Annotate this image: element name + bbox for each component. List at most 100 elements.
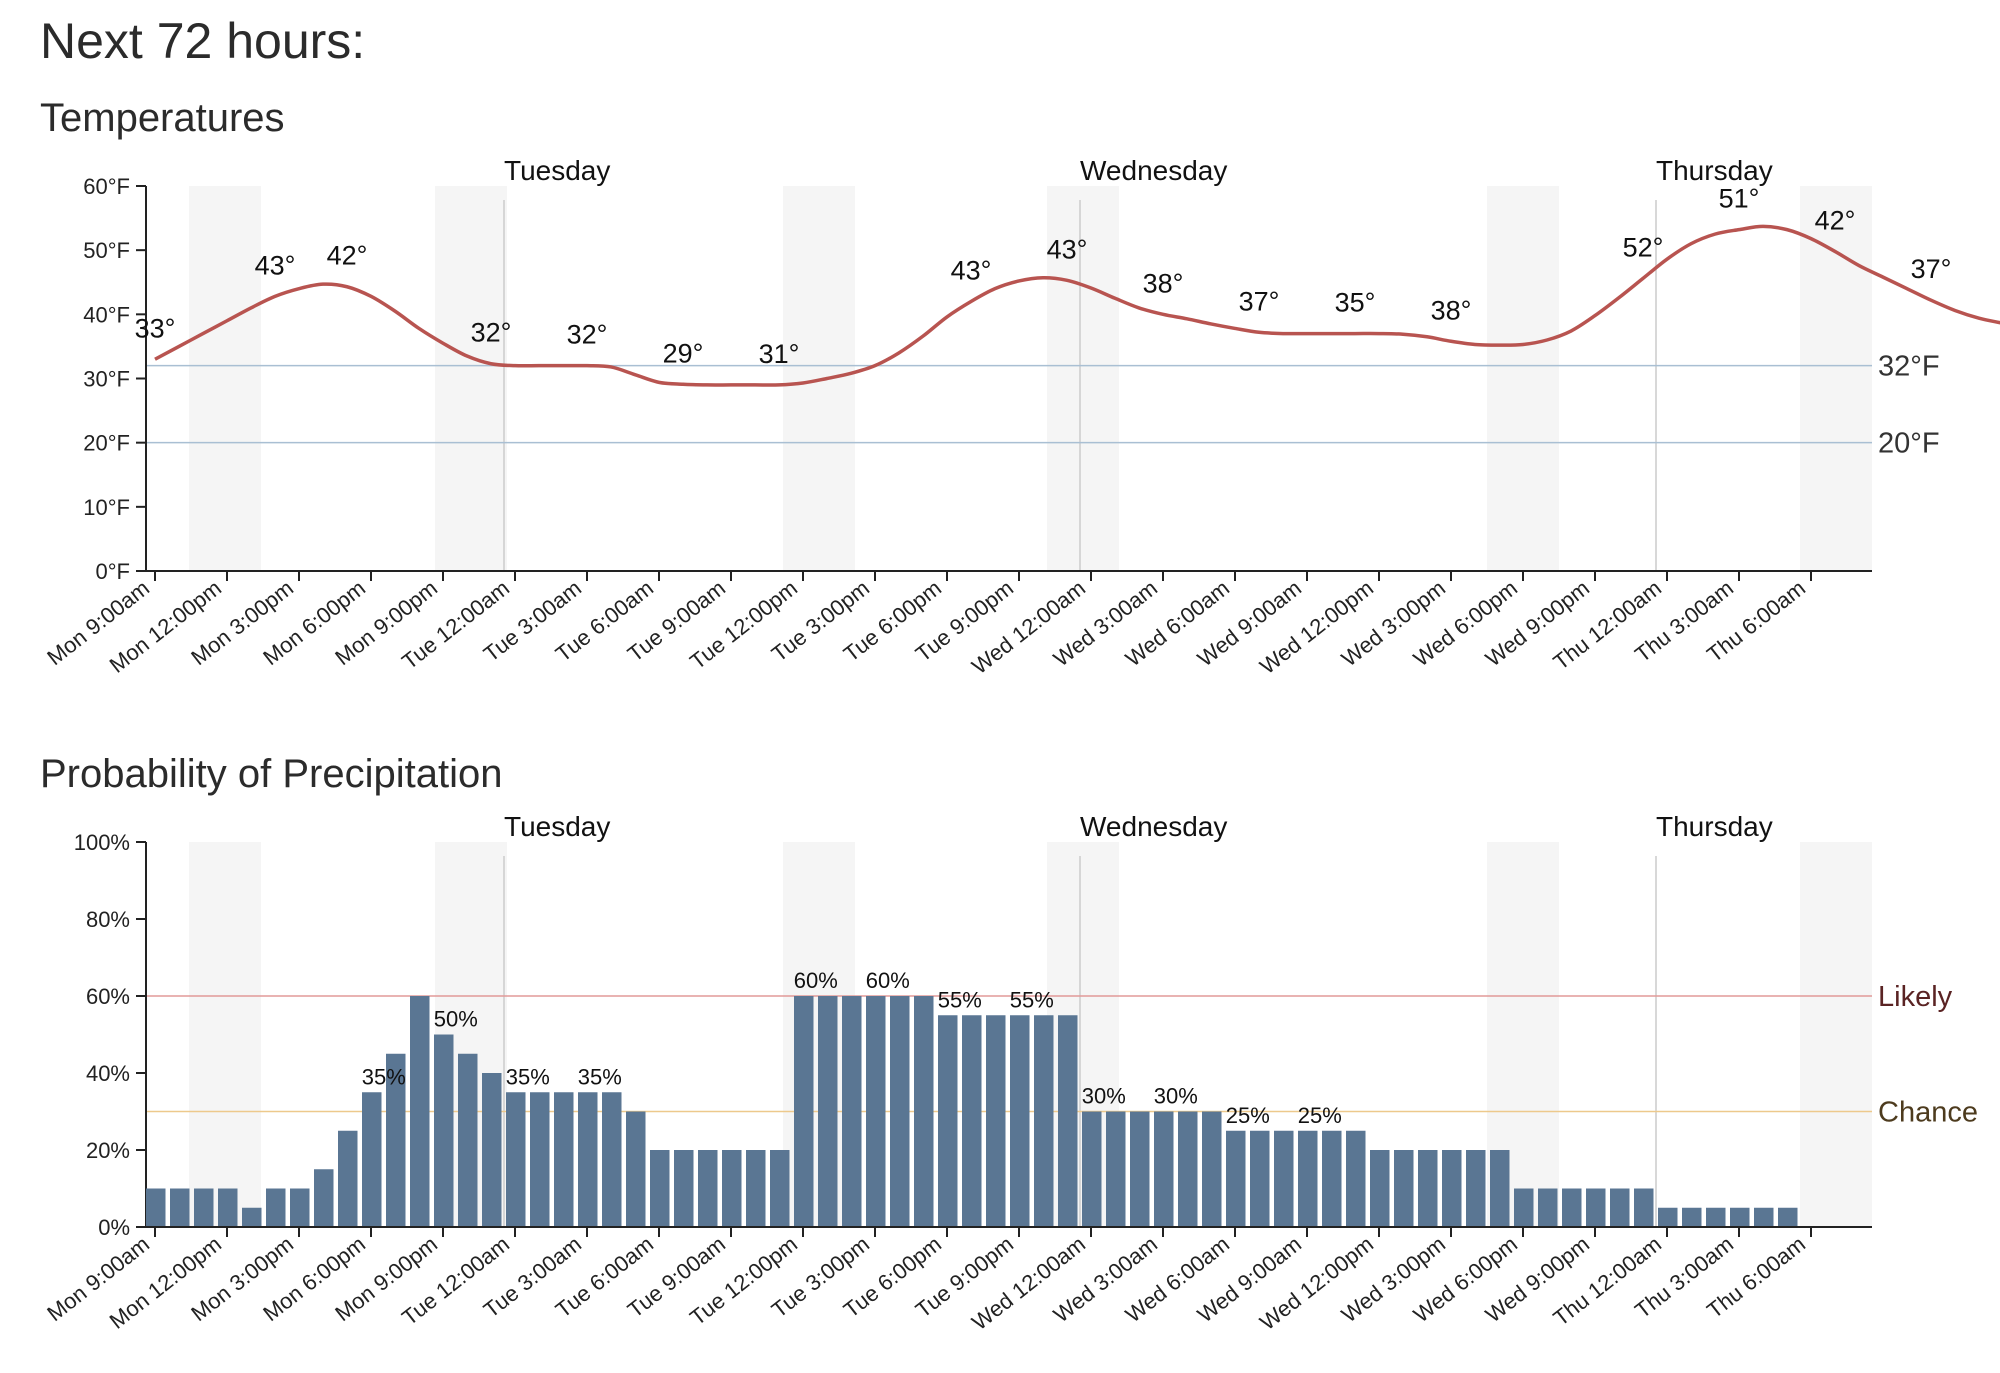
night-band	[189, 842, 261, 1227]
precipitation-bar	[1562, 1188, 1582, 1227]
day-label: Tuesday	[504, 815, 610, 842]
precipitation-bar	[578, 1092, 598, 1227]
y-tick-label: 0%	[98, 1215, 130, 1240]
precipitation-data-label: 35%	[578, 1064, 622, 1089]
page-title: Next 72 hours:	[40, 13, 366, 69]
temperature-data-label: 43°	[951, 256, 992, 286]
temperature-data-label: 43°	[1047, 234, 1088, 264]
y-tick-label: 10°F	[83, 495, 130, 520]
y-tick-label: 80%	[86, 907, 130, 932]
precipitation-bar	[530, 1092, 550, 1227]
night-band	[1800, 186, 1872, 571]
precipitation-bar	[698, 1150, 718, 1227]
night-band	[189, 186, 261, 571]
precipitation-bar	[1274, 1130, 1294, 1227]
day-label: Wednesday	[1080, 815, 1227, 842]
precipitation-bar	[362, 1092, 382, 1227]
precipitation-bar	[554, 1092, 574, 1227]
precipitation-bar	[482, 1073, 502, 1227]
precipitation-bar	[962, 1015, 982, 1227]
precipitation-bar	[1298, 1130, 1318, 1227]
precipitation-bar	[1346, 1130, 1366, 1227]
precipitation-bar	[290, 1188, 310, 1227]
temperature-data-label: 29°	[663, 338, 704, 368]
temperature-line	[154, 224, 2000, 387]
precipitation-title: Probability of Precipitation	[40, 752, 503, 796]
day-label: Tuesday	[504, 160, 610, 186]
temperature-data-label: 38°	[1431, 295, 1472, 325]
temperature-chart: Tuesday Wednesday Thursday 32°F 20°F 0°F 10°F 2…	[42, 160, 2000, 679]
reference-line-label: 20°F	[1878, 428, 1940, 460]
precipitation-bar	[506, 1092, 526, 1227]
precipitation-bar	[1634, 1188, 1654, 1227]
temperature-data-label: 35°	[1335, 288, 1376, 318]
precipitation-bar	[1178, 1111, 1198, 1227]
reference-line-label: Likely	[1878, 981, 1953, 1013]
temperature-data-label: 37°	[1239, 286, 1280, 316]
precipitation-bar	[1154, 1111, 1174, 1227]
day-label: Thursday	[1656, 815, 1773, 842]
precipitation-data-label: 35%	[506, 1064, 550, 1089]
y-tick-label: 60°F	[83, 174, 130, 199]
precipitation-bar	[1514, 1188, 1534, 1227]
precipitation-bar	[938, 1015, 958, 1227]
precipitation-bar	[842, 996, 862, 1227]
precipitation-bar	[1730, 1207, 1750, 1227]
y-tick-label: 30°F	[83, 367, 130, 392]
precipitation-bar	[1106, 1111, 1126, 1227]
precipitation-bar	[146, 1188, 166, 1227]
precipitation-chart: Tuesday Wednesday Thursday Likely Chance 0% 20…	[42, 815, 1978, 1335]
precipitation-bar	[386, 1053, 406, 1227]
precipitation-bar	[1778, 1207, 1798, 1227]
precipitation-bar	[218, 1188, 238, 1227]
precipitation-bar	[170, 1188, 190, 1227]
precipitation-bar	[1034, 1015, 1054, 1227]
temperature-data-label: 32°	[471, 318, 512, 348]
temperature-data-label: 43°	[255, 250, 296, 280]
precipitation-bar	[1754, 1207, 1774, 1227]
precipitation-bar	[1418, 1150, 1438, 1227]
temperature-data-label: 51°	[1719, 184, 1760, 214]
night-band	[435, 186, 507, 571]
y-tick-label: 40%	[86, 1061, 130, 1086]
precipitation-bar	[410, 996, 430, 1227]
night-band	[1487, 186, 1559, 571]
precipitation-bar	[770, 1150, 790, 1227]
temperature-data-label: 38°	[1143, 268, 1184, 298]
temperature-data-label: 32°	[567, 320, 608, 350]
precipitation-bar	[314, 1169, 334, 1227]
precipitation-bar	[1466, 1150, 1486, 1227]
precipitation-bar	[1682, 1207, 1702, 1227]
precipitation-bar	[1370, 1150, 1390, 1227]
reference-line-label: Chance	[1878, 1097, 1978, 1129]
precipitation-bar	[1706, 1207, 1726, 1227]
precipitation-bar	[1226, 1130, 1246, 1227]
precipitation-bar	[1442, 1150, 1462, 1227]
precipitation-bar	[434, 1034, 454, 1227]
precipitation-bar	[1250, 1130, 1270, 1227]
precipitation-data-label: 60%	[866, 968, 910, 993]
precipitation-bar	[1394, 1150, 1414, 1227]
y-tick-label: 100%	[74, 830, 130, 855]
precipitation-bar	[626, 1111, 646, 1227]
precipitation-bar	[986, 1015, 1006, 1227]
precipitation-bar	[722, 1150, 742, 1227]
precipitation-bar	[1658, 1207, 1678, 1227]
precipitation-bar	[914, 996, 934, 1227]
precipitation-bar	[266, 1188, 286, 1227]
precipitation-bar	[458, 1053, 478, 1227]
temperature-data-label: 31°	[759, 339, 800, 369]
precipitation-data-label: 25%	[1298, 1103, 1342, 1128]
precipitation-bar	[650, 1150, 670, 1227]
temperature-data-label: 42°	[327, 241, 368, 271]
precipitation-bar	[1322, 1130, 1342, 1227]
precipitation-bar	[1610, 1188, 1630, 1227]
precipitation-bar	[890, 996, 910, 1227]
y-tick-label: 40°F	[83, 302, 130, 327]
y-tick-label: 50°F	[83, 238, 130, 263]
precipitation-bar	[818, 996, 838, 1227]
temperature-data-label: 42°	[1815, 205, 1856, 235]
precipitation-data-label: 35%	[362, 1064, 406, 1089]
precipitation-data-label: 25%	[1226, 1103, 1270, 1128]
night-band	[1800, 842, 1872, 1227]
